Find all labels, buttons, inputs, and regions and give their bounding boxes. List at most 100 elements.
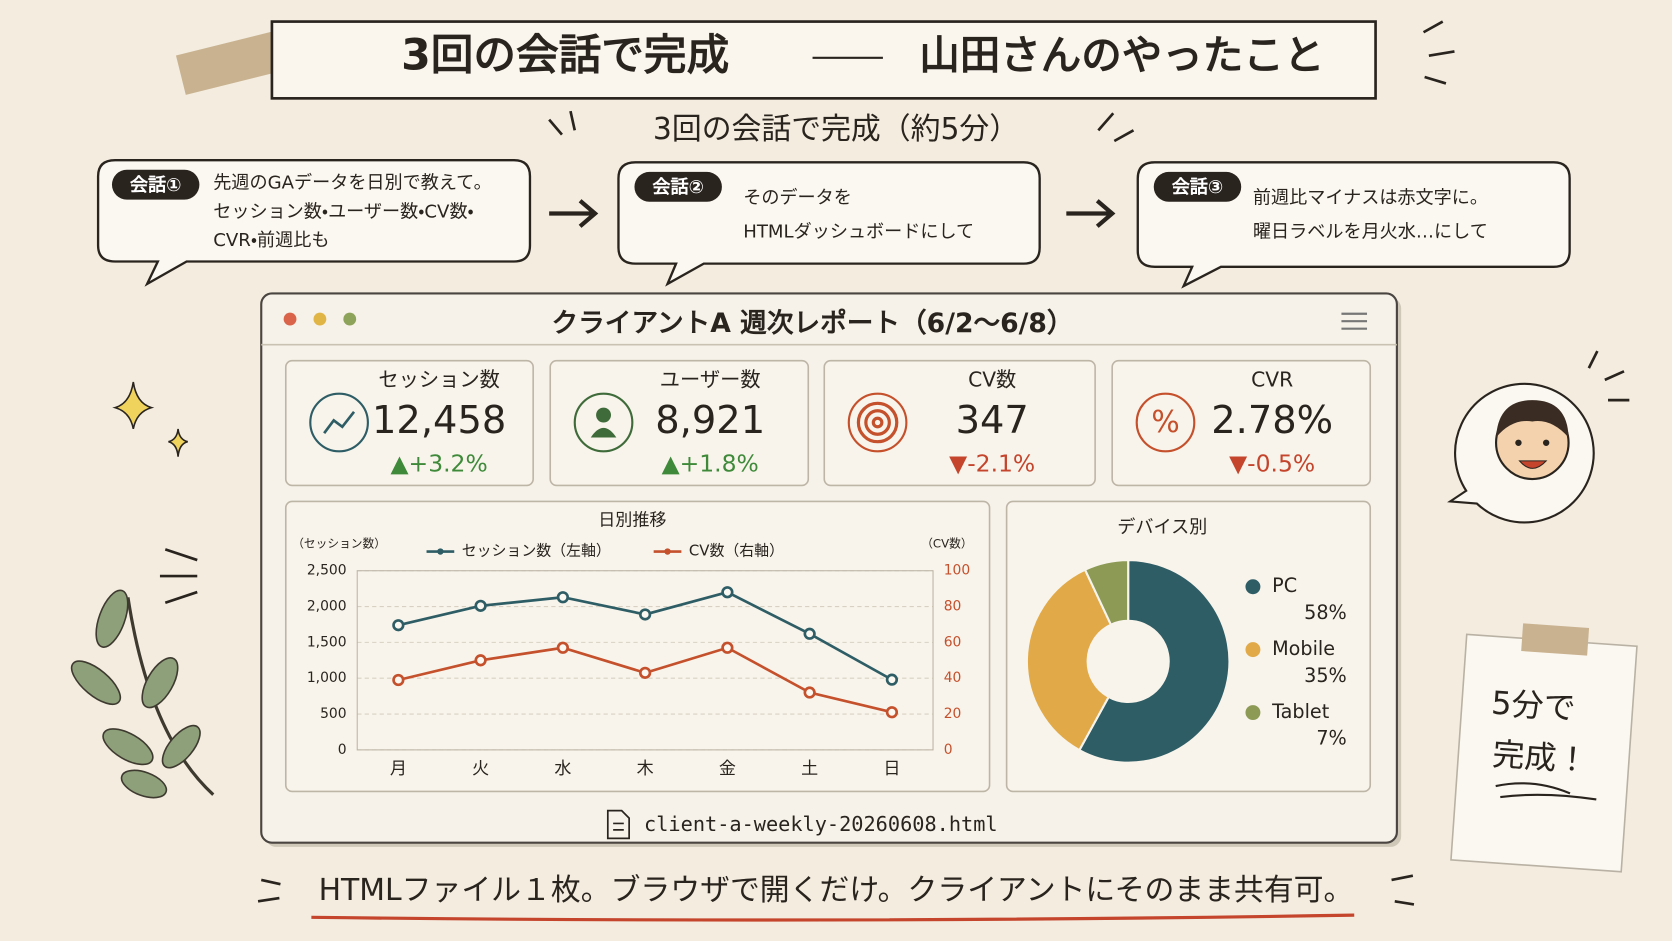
y2-tick-label: 40 — [944, 670, 962, 686]
kpi-icon — [309, 392, 369, 453]
kpi-value: 347 — [956, 398, 1029, 443]
kpi-icon-glyph — [871, 416, 884, 429]
value-label: 58% — [1304, 601, 1347, 624]
kpi-value: 8,921 — [655, 398, 765, 443]
y2-tick-label: 60 — [944, 634, 962, 650]
file-icon — [606, 809, 630, 840]
line-point — [721, 586, 734, 599]
value-label: 35% — [1304, 664, 1347, 687]
kpi-change: ▲+1.8% — [662, 450, 759, 478]
arrow — [549, 199, 599, 228]
donut-slice — [1083, 559, 1130, 627]
x-tick-label: 火 — [472, 759, 489, 779]
line-point — [474, 654, 487, 667]
chart-title: デバイス別 — [1117, 517, 1207, 538]
kpi-change: ▼-2.1% — [949, 450, 1035, 478]
line-point — [556, 641, 569, 654]
kpi-icon-glyph: % — [1151, 405, 1179, 440]
y-axis-label: （セッション数） — [292, 537, 386, 551]
x-tick-label: 金 — [719, 759, 736, 779]
conversation-text: 曜日ラベルを月火水…にして — [1253, 222, 1488, 243]
kpi-value: 2.78% — [1211, 398, 1333, 443]
conversation-label: 会話③ — [1172, 176, 1224, 198]
line-point — [474, 599, 487, 612]
line-point — [556, 591, 569, 604]
kpi-label: セッション数 — [378, 367, 500, 391]
line-point — [638, 666, 652, 679]
y2-axis-label: （CV数） — [921, 537, 972, 551]
footer-text: HTMLファイル１枚。ブラウザで開くだけ。クライアントにそのまま共有可。 — [319, 873, 1354, 908]
conversation-text: HTMLダッシュボードにして — [743, 222, 974, 243]
kpi-icon-glyph — [590, 427, 617, 438]
y-tick-label: 1,000 — [307, 670, 347, 686]
leaf — [70, 660, 122, 706]
conversation-pill — [1153, 171, 1242, 202]
note-text: 完成！ — [1491, 735, 1589, 780]
accent-lines — [1587, 350, 1630, 402]
title-right: 山田さんのやったこと — [919, 31, 1324, 79]
y2-tick-label: 80 — [944, 599, 962, 615]
avatar-hair — [1496, 400, 1569, 438]
kpi-cards: セッション数 12,458 ▲+3.2% ユーザー数 8,921 ▲+1.8% CV数 347… — [284, 359, 1372, 487]
note-text: 5分で — [1490, 684, 1577, 728]
underline — [1495, 782, 1597, 801]
sparkle — [112, 381, 188, 457]
tape — [1521, 623, 1590, 656]
legend-swatch — [664, 548, 671, 555]
kpi-value: 12,458 — [372, 398, 506, 443]
y2-tick-label: 100 — [944, 563, 970, 579]
kpi-card — [1111, 359, 1372, 487]
line-point — [392, 619, 405, 632]
speech-bubble — [617, 161, 1041, 287]
kpi-icon — [847, 392, 908, 453]
legend-label: PC — [1272, 574, 1297, 597]
value-label: 7% — [1316, 727, 1346, 750]
kpi-label: CV数 — [968, 367, 1016, 391]
branch — [126, 597, 215, 796]
accent-lines — [159, 548, 198, 604]
footer-underline — [311, 913, 1355, 922]
conversation-text: そのデータを — [743, 188, 852, 209]
legend-label: Mobile — [1272, 637, 1335, 660]
kpi-icon — [1135, 392, 1196, 453]
y-tick-label: 2,000 — [307, 599, 347, 615]
legend-swatch — [437, 548, 444, 555]
legend-label: Tablet — [1271, 700, 1330, 723]
kpi-change: ▼-0.5% — [1229, 450, 1315, 478]
line-point — [638, 608, 652, 621]
window-dot — [283, 312, 297, 326]
dashboard-title: クライアントA 週次レポート（6/2〜6/8） — [552, 308, 1074, 339]
x-tick-label: 水 — [554, 759, 571, 779]
conversations: 会話① 先週のGAデータを日別で教えて。セッション数・ユーザー数・CV数・ CVR・… — [111, 169, 1488, 251]
line-point — [885, 673, 899, 686]
subtitle: 3回の会話で完成（約5分） — [653, 112, 1019, 147]
y2-tick-label: 20 — [944, 706, 962, 722]
leaf — [161, 724, 201, 769]
line-point — [885, 706, 899, 719]
avatar-eye — [1542, 439, 1550, 446]
legend-swatch — [1245, 579, 1261, 595]
file-name: client-a-weekly-20260608.html — [644, 812, 998, 836]
donut-slice — [1077, 559, 1231, 764]
title-left: 3回の会話で完成 — [401, 30, 729, 80]
legend-label: CV数（右軸） — [689, 542, 784, 560]
leaf — [95, 589, 129, 648]
kpi-icon-glyph — [323, 411, 356, 434]
conversation-text: セッション数・ユーザー数・CV数・ — [213, 201, 473, 222]
accent-lines — [1422, 20, 1455, 85]
arrow — [1066, 199, 1116, 228]
speech-bubble — [96, 159, 532, 287]
x-tick-label: 木 — [637, 759, 654, 779]
charts: 日別推移 （セッション数） （CV数） 0 500 1,000 1,500 2,000 2,50… — [292, 511, 1347, 779]
kpi-icon — [573, 392, 634, 453]
leaves — [70, 589, 201, 799]
window-dot — [343, 312, 357, 326]
conversation-label: 会話② — [652, 176, 704, 198]
speech-bubble — [1136, 161, 1571, 289]
plot-frame — [356, 570, 934, 751]
accent-lines — [257, 874, 1415, 906]
leaf — [120, 769, 168, 799]
x-tick-label: 月 — [390, 759, 407, 779]
